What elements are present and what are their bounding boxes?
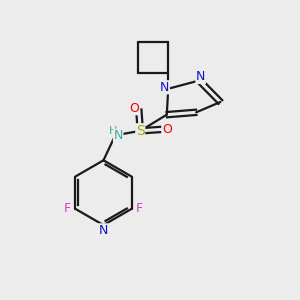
Text: S: S (136, 124, 145, 138)
Text: N: N (160, 81, 169, 94)
Text: H: H (109, 126, 117, 136)
Text: O: O (130, 102, 139, 115)
Text: O: O (162, 123, 172, 136)
Text: F: F (64, 202, 71, 215)
Text: F: F (136, 202, 143, 215)
Text: N: N (196, 70, 205, 83)
Text: N: N (113, 129, 123, 142)
Text: N: N (99, 224, 108, 237)
